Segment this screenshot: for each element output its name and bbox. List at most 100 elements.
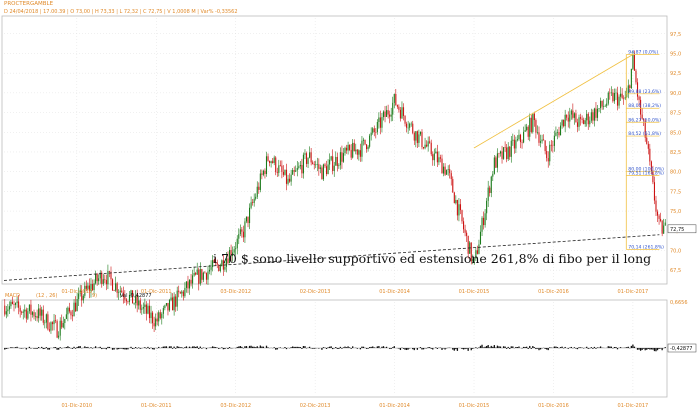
candle-body [332, 156, 334, 171]
candle-body [538, 132, 540, 143]
candle-body [593, 108, 595, 121]
candle-body [382, 111, 385, 118]
candle-body [515, 140, 517, 149]
candle-body [216, 262, 218, 265]
candle-body [116, 283, 118, 293]
time-tick-label: 02-Dic-2013 [300, 289, 331, 295]
candle-body [349, 144, 351, 150]
candle-body [161, 313, 163, 319]
candle-body [575, 113, 577, 123]
candle-body [304, 153, 306, 155]
candle-body [233, 249, 235, 253]
candle-body [527, 126, 529, 137]
fib-level-label: 80,00 (100,0%) [628, 167, 664, 173]
candle-body [621, 93, 623, 98]
candle-body [607, 92, 609, 104]
candle-body [578, 117, 580, 127]
candle-body [418, 134, 420, 143]
candle-body [563, 119, 565, 127]
macd-params: (12 , 26) [36, 293, 57, 299]
price-tick-label: 77,5 [670, 189, 681, 195]
candle-body [56, 321, 58, 338]
candle-body [192, 275, 194, 284]
candle-body [282, 171, 284, 175]
candle-body [640, 99, 642, 115]
price-tick-label: 80,0 [670, 170, 681, 176]
candle-body [661, 220, 663, 234]
candle-body [581, 118, 583, 120]
candle-body [207, 271, 209, 280]
candle-body [552, 145, 554, 147]
candle-body [232, 252, 234, 256]
candle-body [150, 312, 152, 319]
candle-body [530, 117, 532, 132]
candle-body [202, 272, 204, 280]
candle-body [549, 144, 551, 162]
candle-body [456, 200, 458, 216]
candle-body [564, 114, 566, 127]
candle-body [22, 311, 24, 313]
candle-body [285, 169, 288, 184]
candle-body [128, 294, 131, 302]
candle-body [210, 267, 212, 270]
candle-body [386, 110, 388, 117]
candle-body [164, 305, 166, 309]
candle-body [644, 120, 646, 138]
candle-body [139, 300, 141, 310]
fib-level-label: 70,14 (261,8%) [628, 244, 664, 250]
candle-body [479, 231, 482, 245]
candle-body [499, 151, 502, 154]
candle-body [392, 102, 394, 115]
candle-body [262, 170, 264, 175]
candle-body [439, 157, 442, 159]
candle-body [464, 229, 466, 233]
candle-body [623, 97, 625, 99]
candle-body [205, 273, 207, 280]
candle-body [618, 96, 620, 106]
candle-body [529, 117, 531, 137]
candle-body [38, 308, 40, 319]
candle-body [184, 287, 186, 297]
candle-body [4, 305, 6, 315]
macd-time-tick-label: 01-Dic-2011 [141, 403, 172, 409]
macd-value-box [667, 343, 697, 353]
candle-body [236, 238, 238, 249]
candle-body [381, 117, 383, 128]
candle-body [44, 322, 46, 324]
price-tick-label: 82,5 [670, 150, 681, 156]
trendlines [3, 54, 660, 281]
candle-body [450, 173, 452, 180]
candle-body [350, 149, 352, 158]
candle-body [356, 149, 358, 155]
candle-body [265, 156, 268, 174]
candle-body [110, 271, 112, 280]
candle-body [630, 68, 632, 89]
candle-body [606, 103, 608, 106]
candle-body [250, 202, 252, 208]
candle-body [569, 114, 571, 122]
candle-body [51, 322, 54, 325]
candle-body [544, 140, 546, 151]
candle-body [421, 131, 423, 148]
candle-body [636, 82, 639, 97]
candle-body [13, 304, 15, 305]
candle-body [118, 292, 120, 293]
candle-body [293, 170, 295, 172]
candle-body [558, 132, 560, 136]
candle-body [289, 178, 291, 182]
candle-body [188, 279, 191, 289]
candle-body [312, 162, 314, 165]
candle-body [553, 135, 555, 146]
candle-body [506, 147, 508, 160]
candle-body [173, 296, 175, 311]
candle-body [653, 182, 656, 201]
candle-body [583, 119, 585, 125]
candle-body [115, 283, 117, 291]
candle-body [633, 54, 635, 71]
time-tick-label: 01-Dic-2016 [538, 289, 569, 295]
candle-body [341, 152, 343, 162]
candle-body [172, 297, 174, 311]
candle-body [218, 264, 220, 272]
candle-body [147, 305, 149, 314]
candle-body [193, 273, 195, 276]
